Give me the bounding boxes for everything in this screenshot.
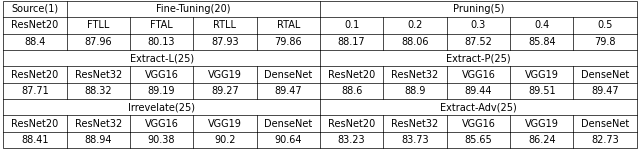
Text: 88.17: 88.17 bbox=[338, 37, 365, 47]
Text: FTLL: FTLL bbox=[87, 20, 109, 30]
Text: Fine-Tuning(20): Fine-Tuning(20) bbox=[156, 4, 230, 14]
Text: Irrevelate(25): Irrevelate(25) bbox=[128, 102, 195, 112]
Text: 89.27: 89.27 bbox=[211, 86, 239, 96]
Text: 86.24: 86.24 bbox=[528, 135, 556, 145]
Text: 89.19: 89.19 bbox=[148, 86, 175, 96]
Text: Extract-Adv(25): Extract-Adv(25) bbox=[440, 102, 516, 112]
Text: 90.64: 90.64 bbox=[275, 135, 302, 145]
Text: 88.32: 88.32 bbox=[84, 86, 112, 96]
Text: 87.52: 87.52 bbox=[465, 37, 492, 47]
Text: ResNet32: ResNet32 bbox=[75, 119, 122, 129]
Text: ResNet32: ResNet32 bbox=[392, 69, 438, 80]
Text: VGG19: VGG19 bbox=[208, 119, 242, 129]
Text: 88.41: 88.41 bbox=[21, 135, 49, 145]
Text: 0.2: 0.2 bbox=[407, 20, 423, 30]
Text: 89.47: 89.47 bbox=[275, 86, 302, 96]
Text: 83.73: 83.73 bbox=[401, 135, 429, 145]
Text: 0.4: 0.4 bbox=[534, 20, 549, 30]
Text: VGG16: VGG16 bbox=[145, 69, 179, 80]
Text: 87.96: 87.96 bbox=[84, 37, 112, 47]
Text: 79.86: 79.86 bbox=[275, 37, 302, 47]
Text: ResNet32: ResNet32 bbox=[392, 119, 438, 129]
Text: 80.13: 80.13 bbox=[148, 37, 175, 47]
Text: 87.71: 87.71 bbox=[21, 86, 49, 96]
Text: Extract-P(25): Extract-P(25) bbox=[446, 53, 511, 63]
Text: 88.94: 88.94 bbox=[84, 135, 112, 145]
Text: 85.84: 85.84 bbox=[528, 37, 556, 47]
Text: ResNet32: ResNet32 bbox=[75, 69, 122, 80]
Text: 83.23: 83.23 bbox=[338, 135, 365, 145]
Text: Source(1): Source(1) bbox=[12, 4, 58, 14]
Text: 0.1: 0.1 bbox=[344, 20, 359, 30]
Text: FTAL: FTAL bbox=[150, 20, 173, 30]
Text: 0.3: 0.3 bbox=[471, 20, 486, 30]
Text: 85.65: 85.65 bbox=[465, 135, 492, 145]
Text: ResNet20: ResNet20 bbox=[12, 69, 58, 80]
Text: VGG16: VGG16 bbox=[145, 119, 179, 129]
Text: RTLL: RTLL bbox=[214, 20, 236, 30]
Text: 88.6: 88.6 bbox=[341, 86, 362, 96]
Text: RTAL: RTAL bbox=[276, 20, 300, 30]
Text: 89.44: 89.44 bbox=[465, 86, 492, 96]
Text: 0.5: 0.5 bbox=[597, 20, 613, 30]
Text: 88.4: 88.4 bbox=[24, 37, 45, 47]
Text: VGG16: VGG16 bbox=[461, 69, 495, 80]
Text: ResNet20: ResNet20 bbox=[328, 69, 375, 80]
Text: 90.38: 90.38 bbox=[148, 135, 175, 145]
Text: VGG19: VGG19 bbox=[208, 69, 242, 80]
Text: 82.73: 82.73 bbox=[591, 135, 619, 145]
Text: DenseNet: DenseNet bbox=[581, 119, 629, 129]
Text: ResNet20: ResNet20 bbox=[12, 20, 58, 30]
Text: ResNet20: ResNet20 bbox=[328, 119, 375, 129]
Text: DenseNet: DenseNet bbox=[264, 69, 312, 80]
Text: 79.8: 79.8 bbox=[595, 37, 616, 47]
Text: VGG16: VGG16 bbox=[461, 119, 495, 129]
Text: Extract-L(25): Extract-L(25) bbox=[129, 53, 194, 63]
Text: 88.06: 88.06 bbox=[401, 37, 429, 47]
Text: VGG19: VGG19 bbox=[525, 69, 559, 80]
Text: 90.2: 90.2 bbox=[214, 135, 236, 145]
Text: Pruning(5): Pruning(5) bbox=[452, 4, 504, 14]
Text: 88.9: 88.9 bbox=[404, 86, 426, 96]
Text: 89.51: 89.51 bbox=[528, 86, 556, 96]
Text: 87.93: 87.93 bbox=[211, 37, 239, 47]
Text: DenseNet: DenseNet bbox=[264, 119, 312, 129]
Text: DenseNet: DenseNet bbox=[581, 69, 629, 80]
Text: ResNet20: ResNet20 bbox=[12, 119, 58, 129]
Text: 89.47: 89.47 bbox=[591, 86, 619, 96]
Text: VGG19: VGG19 bbox=[525, 119, 559, 129]
